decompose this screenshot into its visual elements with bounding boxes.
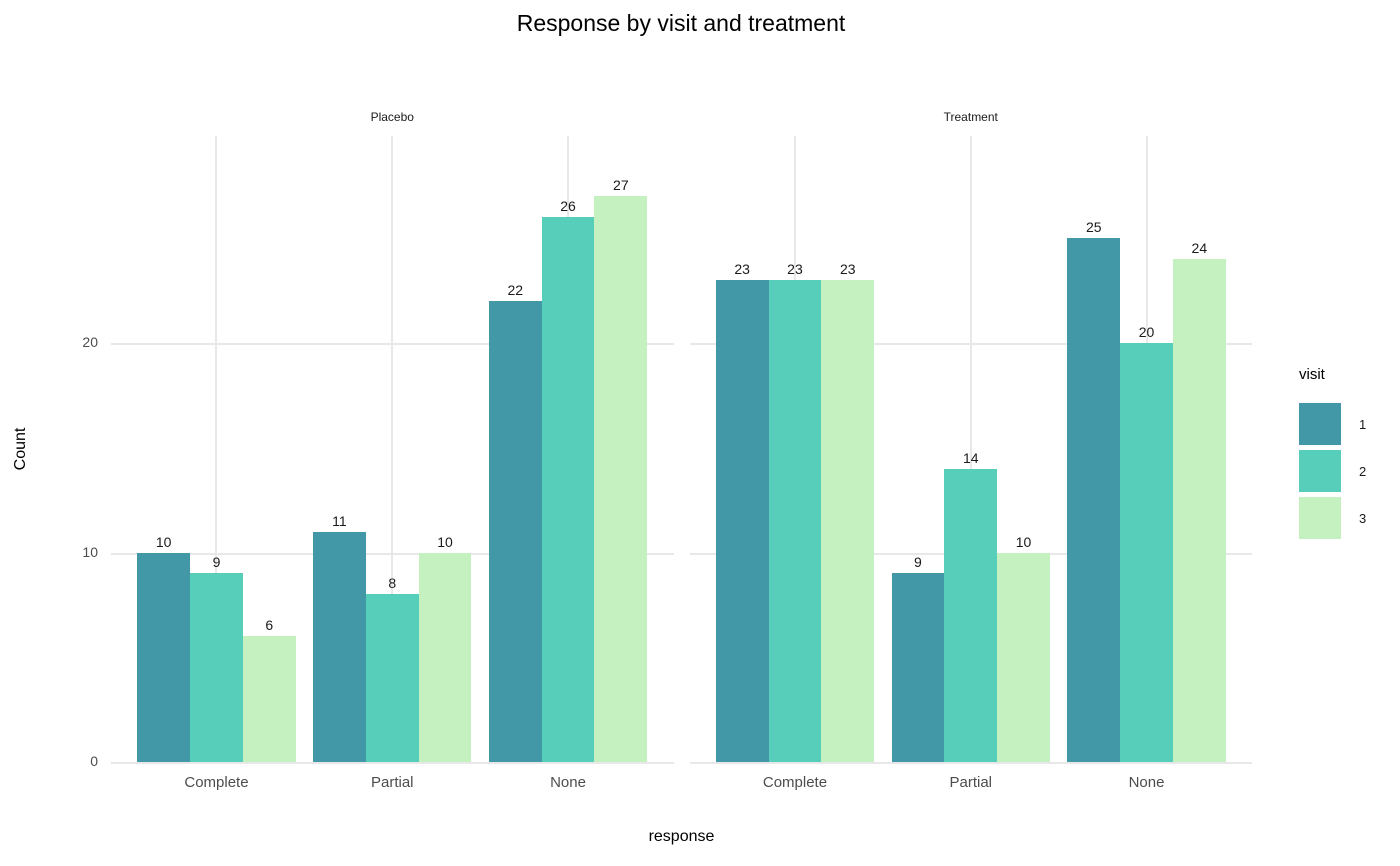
bar-value-label: 10: [155, 533, 172, 550]
panel-placebo: 10 9 6 11 8 10 22 26 27: [111, 136, 674, 764]
bar-value-label: 11: [332, 512, 347, 529]
x-tick-label: None: [1128, 774, 1165, 791]
bar-placebo-partial-visit2: [365, 594, 419, 762]
facet-strip-label: Placebo: [370, 110, 414, 124]
bar-treatment-partial-visit2: [944, 468, 998, 762]
bar-value-label: 25: [1085, 219, 1102, 236]
bar-value-label: 26: [560, 198, 576, 215]
y-tick-label: 0: [90, 753, 98, 769]
bar-treatment-none-visit2: [1120, 343, 1173, 762]
bar-treatment-complete-visit2: [768, 280, 822, 762]
bar-value-label: 22: [507, 282, 524, 299]
panel-treatment: 23 23 23 9 14 10 25 20 24: [689, 136, 1252, 764]
y-axis-title: Count: [12, 427, 29, 471]
bar-treatment-complete-visit1: [715, 280, 769, 762]
bar-value-label: 23: [839, 261, 856, 278]
x-tick-label: Complete: [762, 774, 828, 791]
bar-value-label: 23: [734, 261, 750, 278]
bar-placebo-none-visit2: [541, 217, 595, 762]
legend-keys: 1 2 3: [1299, 403, 1366, 539]
legend-key-visit-1: 1: [1299, 403, 1366, 445]
legend-swatch-icon: [1299, 450, 1341, 492]
legend-swatch-icon: [1299, 497, 1341, 539]
legend-label: 1: [1359, 416, 1367, 432]
bar-placebo-none-visit3: [594, 196, 648, 762]
x-tick-label: Partial: [949, 774, 993, 791]
x-tick-label: None: [550, 774, 586, 791]
gridline-horizontal: [111, 762, 674, 764]
bar-treatment-complete-visit3: [821, 280, 875, 762]
x-tick-label: Partial: [370, 774, 414, 791]
bar-value-label: 14: [962, 449, 979, 466]
legend-key-visit-2: 2: [1299, 450, 1366, 492]
bar-value-label: 20: [1138, 324, 1155, 340]
gridline-vertical: [969, 136, 972, 763]
legend-key-visit-3: 3: [1299, 497, 1366, 539]
y-tick-label: 20: [82, 334, 98, 350]
bar-value-label: 9: [914, 554, 922, 571]
bar-value-label: 10: [437, 533, 453, 550]
bar-treatment-partial-visit1: [891, 573, 945, 762]
bar-value-label: 23: [787, 261, 803, 278]
bar-value-label: 8: [388, 575, 397, 592]
bar-placebo-complete-visit3: [242, 636, 296, 762]
bar-treatment-none-visit1: [1067, 238, 1121, 762]
facet-strip-label: Treatment: [943, 110, 998, 124]
legend-label: 2: [1359, 463, 1367, 479]
bar-value-label: 24: [1191, 240, 1208, 257]
gridline-horizontal: [689, 762, 1252, 764]
legend: visit 1 2 3: [1299, 366, 1366, 544]
bar-placebo-complete-visit1: [137, 552, 191, 762]
bar-placebo-partial-visit3: [418, 552, 472, 762]
legend-swatch-icon: [1299, 403, 1341, 445]
bar-value-label: 9: [212, 554, 221, 571]
y-tick-label: 10: [82, 543, 98, 560]
legend-title: visit: [1299, 366, 1325, 383]
legend-label: 3: [1359, 510, 1367, 526]
x-axis-title: response: [648, 828, 715, 845]
chart-title: Response by visit and treatment: [516, 10, 846, 36]
bar-value-label: 27: [613, 177, 629, 194]
bar-treatment-partial-visit3: [997, 552, 1050, 762]
gridline-vertical: [391, 136, 394, 763]
x-tick-label: Complete: [184, 774, 249, 791]
bar-treatment-none-visit3: [1172, 259, 1226, 762]
bar-placebo-none-visit1: [488, 301, 542, 762]
bar-value-label: 6: [265, 617, 274, 634]
bar-placebo-complete-visit2: [190, 573, 243, 762]
gridline-vertical: [215, 136, 218, 763]
bar-placebo-partial-visit1: [313, 531, 366, 762]
bar-value-label: 10: [1015, 533, 1032, 550]
